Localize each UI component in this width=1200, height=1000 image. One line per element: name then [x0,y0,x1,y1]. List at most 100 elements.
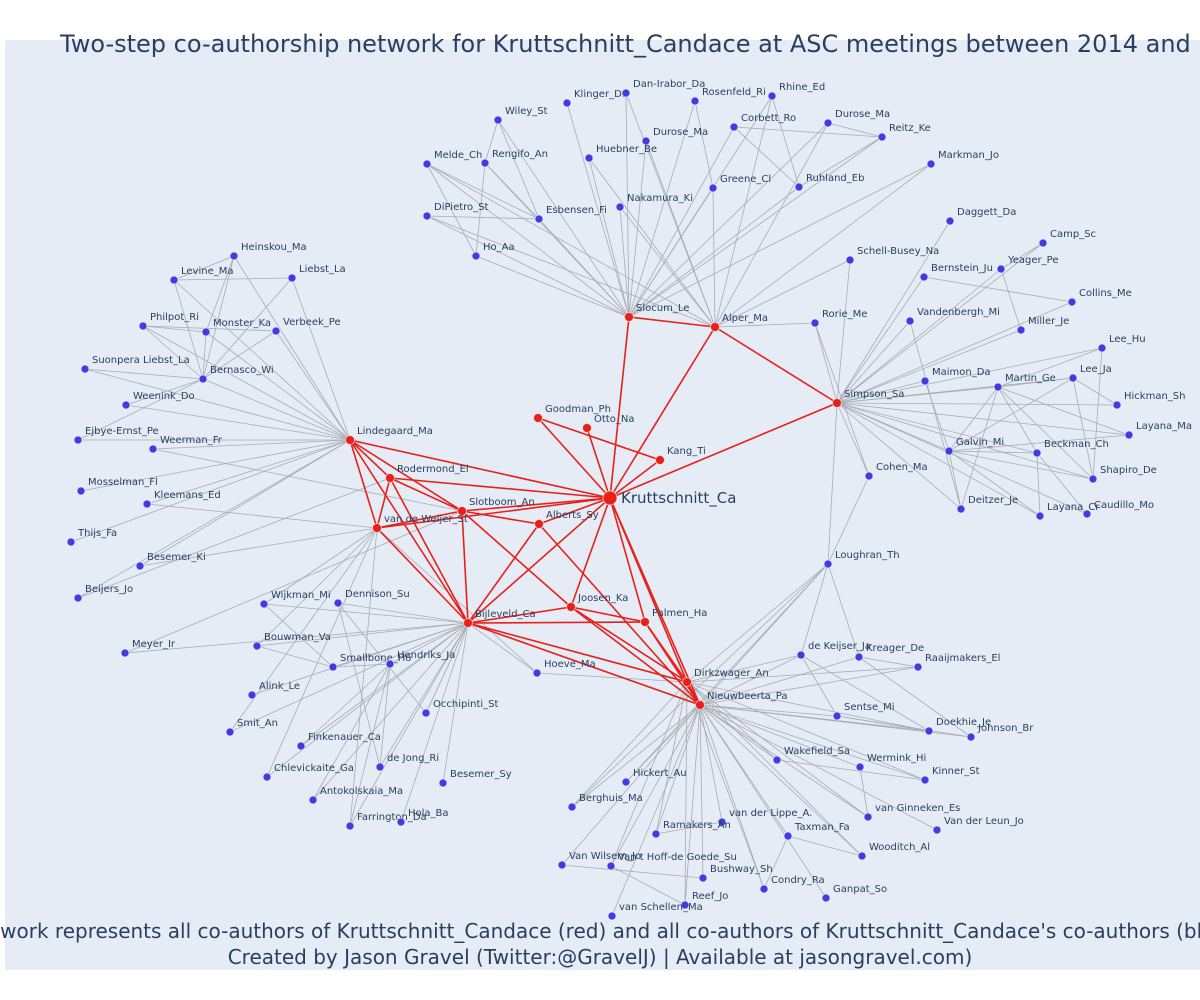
direct-edge [467,606,572,624]
author-label: Occhipinti_St [433,699,498,710]
author-label: Joosen_Ka [577,593,628,604]
author-node [864,471,874,481]
author-node [919,272,929,282]
coauthor-edge [836,402,1118,406]
author-node [567,802,577,812]
coauthor-edge [836,402,870,477]
credit: Created by Jason Gravel (Twitter:@Gravel… [228,945,973,969]
author-label: Schell-Busey_Na [857,246,939,257]
coauthor-edge [733,126,883,138]
author-node [1097,343,1107,353]
author-node [810,318,820,328]
author-node [877,132,887,142]
caption: Network represents all co-authors of Kru… [0,919,1200,943]
author-node [385,659,395,669]
author-node [225,727,235,737]
coauthor-edge [229,622,469,733]
author-label: Liebst_La [299,264,346,275]
author-label: Dan-Irabor_Da [633,79,705,90]
author-node [710,322,720,332]
author-label: Huebner_Be [596,144,657,155]
coauthor-edge [173,279,204,380]
author-label: Meyer_Ir [132,639,176,650]
coauthor-edge [379,663,391,768]
author-label: Dirkzwager_An [694,668,769,679]
coauthor-edge [960,386,999,510]
author-node [1035,511,1045,521]
author-node [345,821,355,831]
title: Two-step co-authorship network for Krutt… [59,30,1200,58]
coauthor-edge [836,402,1094,480]
coauthor-edge [202,255,235,380]
coauthor-edge [836,259,851,404]
author-label: Palmen_Ha [652,608,707,619]
direct-edge [349,439,391,479]
coauthor-edge [77,439,351,599]
author-node [328,662,338,672]
author-node [855,762,865,772]
coauthor-edge [619,206,716,328]
author-node [287,273,297,283]
coauthor-edge [655,704,701,835]
coauthor-edge [538,218,630,318]
coauthor-edge [836,402,1038,454]
coauthor-edge [836,402,1130,436]
coauthor-edge [337,602,427,714]
coauthor-edge [1000,268,1022,331]
author-label: Raaijmakers_El [925,653,1000,664]
author-node [480,158,490,168]
author-label: Alper_Ma [722,313,768,324]
author-node [832,711,842,721]
author-label: Slocum_Le [636,303,689,314]
author-label: Johnson_Br [977,723,1034,734]
coauthor-edge [948,450,962,510]
edges [70,92,1130,917]
author-label: Vandenbergh_Mi [917,307,1000,318]
author-label: Ramakers_An [663,820,731,831]
author-node [247,690,257,700]
author-node [641,136,651,146]
author-node [534,519,544,529]
author-label: DiPietro_St [434,202,488,213]
author-label: Chlevickaite_Ga [274,763,354,774]
coauthor-edge [1000,242,1044,270]
coauthor-edge [699,704,778,761]
author-node [1082,509,1092,519]
author-label: Ruhland_Eb [806,173,864,184]
coauthor-edge [858,656,919,668]
coauthor-edge [836,402,1041,517]
author-node [1088,474,1098,484]
coauthor-edge [80,439,351,492]
coauthor-edge [836,347,1103,404]
direct-edge [389,477,463,512]
author-label: Camp_Sc [1050,229,1096,240]
coauthor-edge [376,527,538,674]
author-node [926,159,936,169]
author-label: Nakamura_Ki [627,193,693,204]
coauthor-edge [836,715,930,732]
coauthor-edge [173,255,235,281]
author-node [121,400,131,410]
author-label: Berghuis_Ma [579,793,643,804]
coauthor-edge [400,622,469,823]
author-node [1032,448,1042,458]
coauthor-edge [300,622,469,747]
author-node [533,413,543,423]
coauthor-edge [77,378,204,441]
author-label: Smit_An [237,718,278,729]
coauthor-edge [337,602,469,624]
author-node [229,251,239,261]
author-node [1124,430,1134,440]
coauthor-edge [619,206,630,318]
coauthor-edge [655,821,723,835]
coauthor-edge [610,704,701,867]
coauthor-edge [699,704,723,823]
coauthor-edge [625,563,829,783]
author-node [729,122,739,132]
coauthor-edge [266,622,469,778]
coauthor-edge [426,215,630,318]
coauthor-edge [714,122,829,328]
direct-edge [349,439,469,624]
author-label: Weenink_Do [133,391,195,402]
coauthor-edge [263,527,378,605]
